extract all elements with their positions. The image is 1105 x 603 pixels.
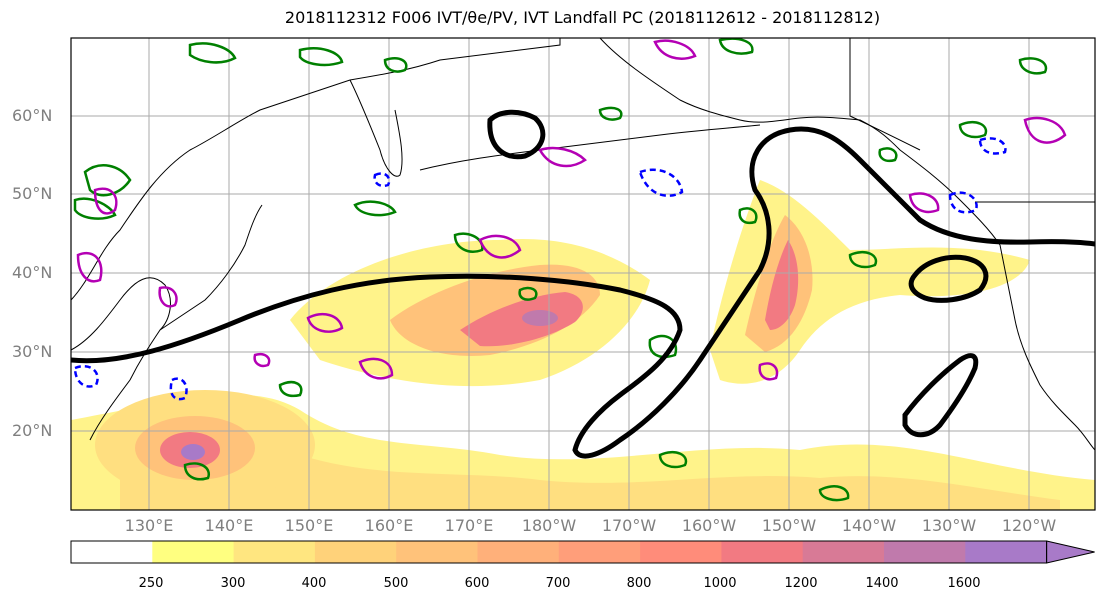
colorbar-swatch (314, 541, 397, 563)
colorbar-label-500: 500 (383, 576, 409, 591)
colorbar-border (70, 540, 1048, 564)
lon-label-170w: 170°W (601, 516, 657, 535)
coastline-north-america (999, 244, 1095, 451)
lon-label-140e: 140°E (204, 516, 254, 535)
landfall-pc-ring-east (908, 254, 989, 303)
pv-negative-contours (73, 137, 1007, 401)
colorbar-label-700: 700 (545, 576, 571, 591)
map-area (71, 38, 1095, 510)
colorbar-swatch (802, 541, 885, 563)
theta-e-contours (73, 38, 1048, 502)
landfall-pc-contours (71, 109, 1095, 459)
colorbar-swatch (71, 541, 153, 563)
map-border (70, 37, 1096, 511)
lon-label-130w: 130°W (921, 516, 977, 535)
ivt-ar-east-core (765, 240, 799, 330)
colorbar-swatch (721, 541, 804, 563)
colorbar-extend-arrow (1046, 540, 1095, 564)
colorbar-label-1400: 1400 (865, 576, 899, 591)
coastline-kamchatka (349, 79, 403, 177)
lon-label-130e: 130°E (124, 516, 174, 535)
lon-label-160w: 160°W (681, 516, 737, 535)
lon-label-140w: 140°W (841, 516, 897, 535)
lat-label-20n: 20°N (12, 421, 53, 440)
colorbar-label-250: 250 (138, 576, 164, 591)
colorbar-swatch (965, 541, 1048, 563)
lon-label-160e: 160°E (364, 516, 414, 535)
ivt-ar-central-core (460, 292, 583, 347)
pv-positive-contours (76, 39, 1067, 381)
landfall-pc-ring-south (902, 353, 979, 438)
lon-label-180w: 180°W (521, 516, 577, 535)
colorbar-label-1200: 1200 (784, 576, 818, 591)
colorbar-label-300: 300 (220, 576, 246, 591)
coastline-asia (71, 38, 561, 301)
gridlines (71, 38, 1095, 510)
lon-label-150w: 150°W (761, 516, 817, 535)
colorbar-swatch (558, 541, 641, 563)
colorbar-swatch (477, 541, 560, 563)
ivt-ar-central-peak (522, 310, 558, 326)
ivt-band-tropical-inner (120, 429, 1060, 510)
lon-label-150e: 150°E (284, 516, 334, 535)
colorbar-swatch (396, 541, 478, 563)
colorbar-label-1000: 1000 (703, 576, 737, 591)
coastline-alaska (599, 38, 1001, 246)
colorbar-label-800: 800 (626, 576, 652, 591)
map-title: 2018112312 F006 IVT/θe/PV, IVT Landfall … (284, 8, 881, 27)
lon-label-120w: 120°W (1001, 516, 1057, 535)
colorbar-swatch (152, 541, 235, 563)
coastline-aleutians (419, 124, 761, 171)
colorbar-label-1600: 1600 (947, 576, 981, 591)
lat-label-50n: 50°N (12, 184, 53, 203)
colorbar-swatch (233, 541, 316, 563)
ivt-typhoon-peak (181, 444, 205, 460)
colorbar-swatch (884, 541, 966, 563)
colorbar-swatch (640, 541, 722, 563)
colorbar (70, 540, 1095, 564)
lon-label-170e: 170°E (444, 516, 494, 535)
ivt-shading (71, 180, 1095, 510)
lat-label-30n: 30°N (12, 342, 53, 361)
lat-label-40n: 40°N (12, 263, 53, 282)
colorbar-label-400: 400 (301, 576, 327, 591)
lat-label-60n: 60°N (12, 106, 53, 125)
colorbar-label-600: 600 (464, 576, 490, 591)
border-alaska-canada (849, 38, 921, 151)
landfall-pc-ring-north (487, 109, 546, 160)
coastline-japan (159, 204, 263, 331)
landfall-pc-main (71, 126, 1095, 459)
